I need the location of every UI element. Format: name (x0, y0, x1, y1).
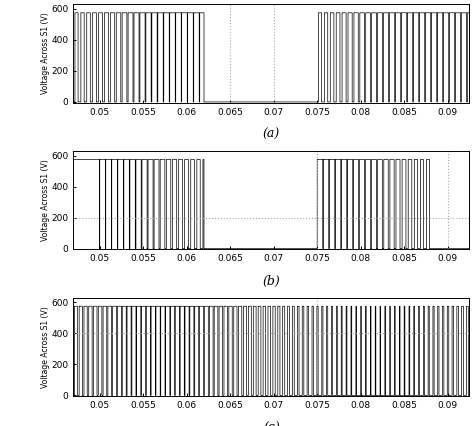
Y-axis label: Voltage Across S1 (V): Voltage Across S1 (V) (41, 306, 50, 388)
Y-axis label: Voltage Across S1 (V): Voltage Across S1 (V) (41, 13, 50, 95)
Text: (c): (c) (263, 422, 280, 426)
Y-axis label: Voltage Across S1 (V): Voltage Across S1 (V) (41, 159, 50, 241)
Text: (a): (a) (263, 128, 280, 141)
Text: (b): (b) (263, 275, 280, 288)
